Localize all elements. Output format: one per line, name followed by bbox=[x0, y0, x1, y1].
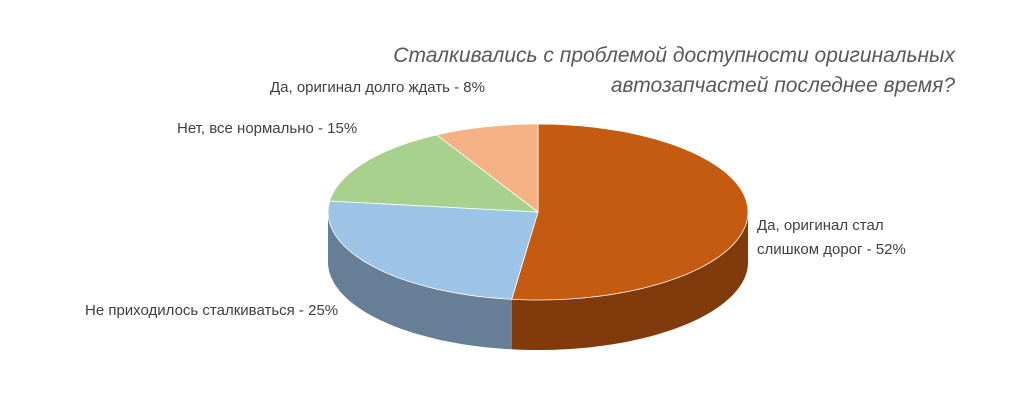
chart-title: автозапчастей последнее время? bbox=[611, 74, 955, 97]
data-label: Не приходилось сталкиваться - 25% bbox=[85, 302, 339, 319]
slice-side-shade bbox=[511, 212, 748, 350]
slice bbox=[511, 123, 749, 301]
slice-side-shade bbox=[328, 212, 512, 350]
chart-title: Сталкивались с проблемой доступности ори… bbox=[393, 44, 956, 67]
slice bbox=[435, 123, 539, 213]
slice-side bbox=[511, 212, 748, 350]
slice bbox=[327, 200, 539, 300]
data-label: Да, оригинал стал слишком дорог - 52% bbox=[757, 217, 906, 258]
data-label: Нет, все нормально - 15% bbox=[177, 120, 358, 137]
slice-side bbox=[328, 212, 512, 350]
data-label: Да, оригинал долго ждать - 8% bbox=[270, 79, 485, 96]
slice bbox=[329, 134, 540, 213]
